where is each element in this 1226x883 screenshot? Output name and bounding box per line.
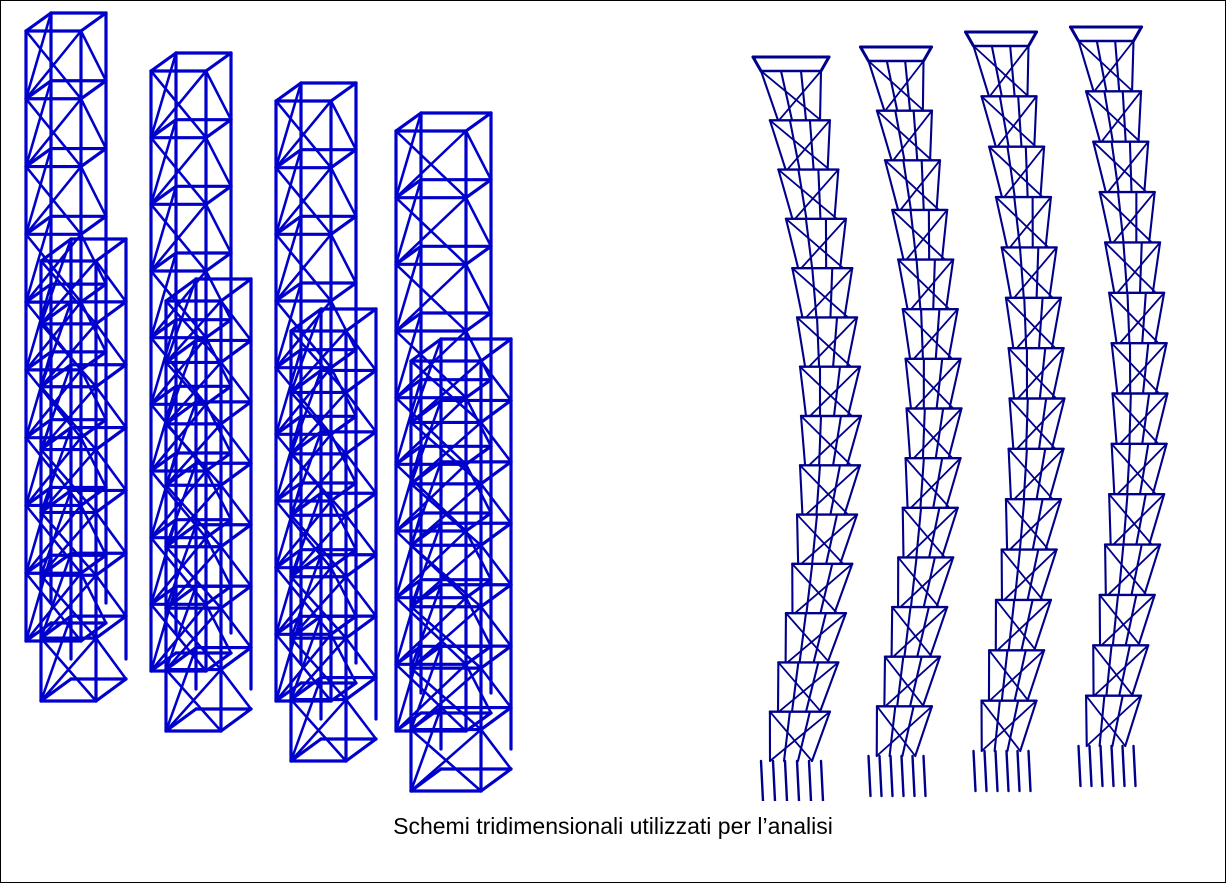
right-model-group <box>751 25 1169 801</box>
figure-caption: Schemi tridimensionali utilizzati per l’… <box>393 813 833 839</box>
right-tower-1 <box>751 55 863 801</box>
left-tower-3-rear <box>289 307 378 763</box>
right-tower-3 <box>964 30 1066 793</box>
right-tower-2 <box>859 45 963 798</box>
structural-models-drawing <box>24 11 1169 801</box>
left-tower-2-rear <box>164 277 253 733</box>
left-tower-1-rear <box>39 237 128 703</box>
right-tower-4 <box>1069 25 1169 788</box>
left-tower-4-rear <box>409 337 513 793</box>
left-tower-4-front <box>394 111 493 733</box>
left-model-group <box>24 11 513 793</box>
